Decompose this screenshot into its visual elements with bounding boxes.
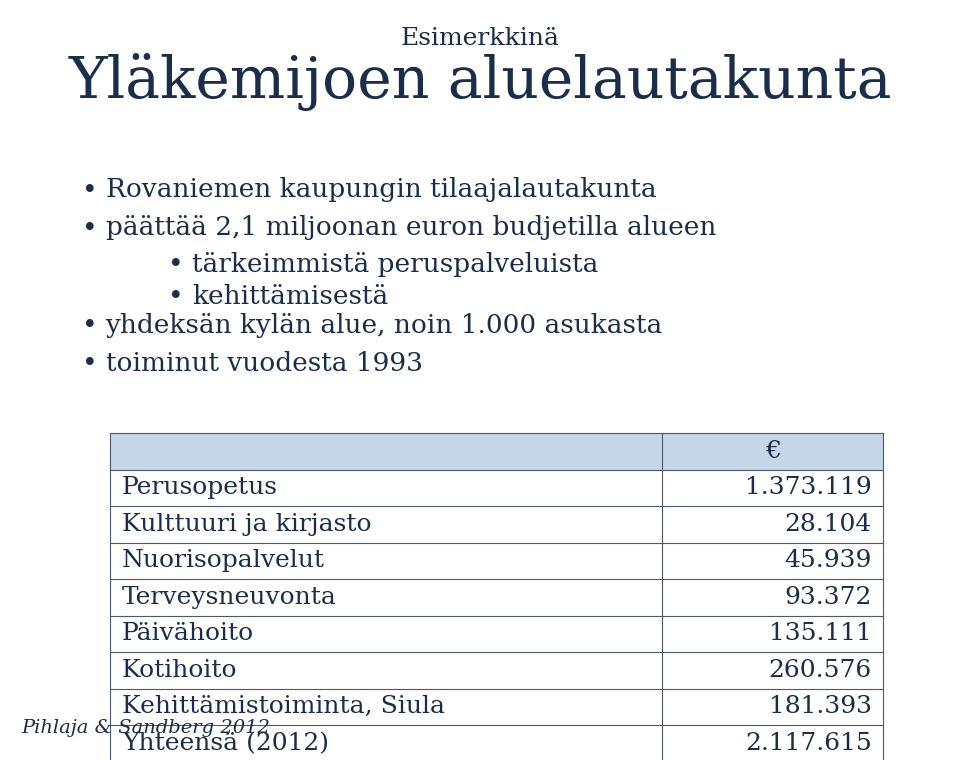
Text: Yhteensä (2012): Yhteensä (2012): [122, 732, 329, 755]
Bar: [110, 433, 883, 470]
Text: •: •: [82, 351, 97, 375]
Text: •: •: [82, 313, 97, 337]
Text: yhdeksän kylän alue, noin 1.000 asukasta: yhdeksän kylän alue, noin 1.000 asukasta: [106, 313, 662, 337]
Text: kehittämisestä: kehittämisestä: [192, 284, 388, 309]
Text: 2.117.615: 2.117.615: [745, 732, 872, 755]
Text: Kulttuuri ja kirjasto: Kulttuuri ja kirjasto: [122, 513, 372, 536]
Text: 1.373.119: 1.373.119: [745, 477, 872, 499]
Text: toiminut vuodesta 1993: toiminut vuodesta 1993: [106, 351, 422, 375]
Text: Kehittämistoiminta, Siula: Kehittämistoiminta, Siula: [122, 695, 444, 718]
Text: •: •: [168, 252, 183, 277]
Text: Pihlaja & Sandberg 2012: Pihlaja & Sandberg 2012: [21, 719, 270, 737]
Text: Yläkemijoen aluelautakunta: Yläkemijoen aluelautakunta: [68, 53, 892, 111]
Text: Esimerkkinä: Esimerkkinä: [400, 27, 560, 49]
Text: 93.372: 93.372: [784, 586, 872, 609]
Text: Nuorisopalvelut: Nuorisopalvelut: [122, 549, 324, 572]
Text: 181.393: 181.393: [769, 695, 872, 718]
Text: Päivähoito: Päivähoito: [122, 622, 254, 645]
Text: 260.576: 260.576: [768, 659, 872, 682]
Text: tärkeimmistä peruspalveluista: tärkeimmistä peruspalveluista: [192, 252, 598, 277]
Text: 135.111: 135.111: [769, 622, 872, 645]
Text: €: €: [765, 440, 780, 463]
Text: Perusopetus: Perusopetus: [122, 477, 278, 499]
Text: •: •: [82, 178, 97, 202]
Text: Rovaniemen kaupungin tilaajalautakunta: Rovaniemen kaupungin tilaajalautakunta: [106, 178, 657, 202]
Text: 45.939: 45.939: [784, 549, 872, 572]
Text: •: •: [168, 284, 183, 309]
Text: Kotihoito: Kotihoito: [122, 659, 237, 682]
Text: 28.104: 28.104: [784, 513, 872, 536]
Text: •: •: [82, 216, 97, 240]
Text: Terveysneuvonta: Terveysneuvonta: [122, 586, 337, 609]
Text: päättää 2,1 miljoonan euron budjetilla alueen: päättää 2,1 miljoonan euron budjetilla a…: [106, 216, 716, 240]
